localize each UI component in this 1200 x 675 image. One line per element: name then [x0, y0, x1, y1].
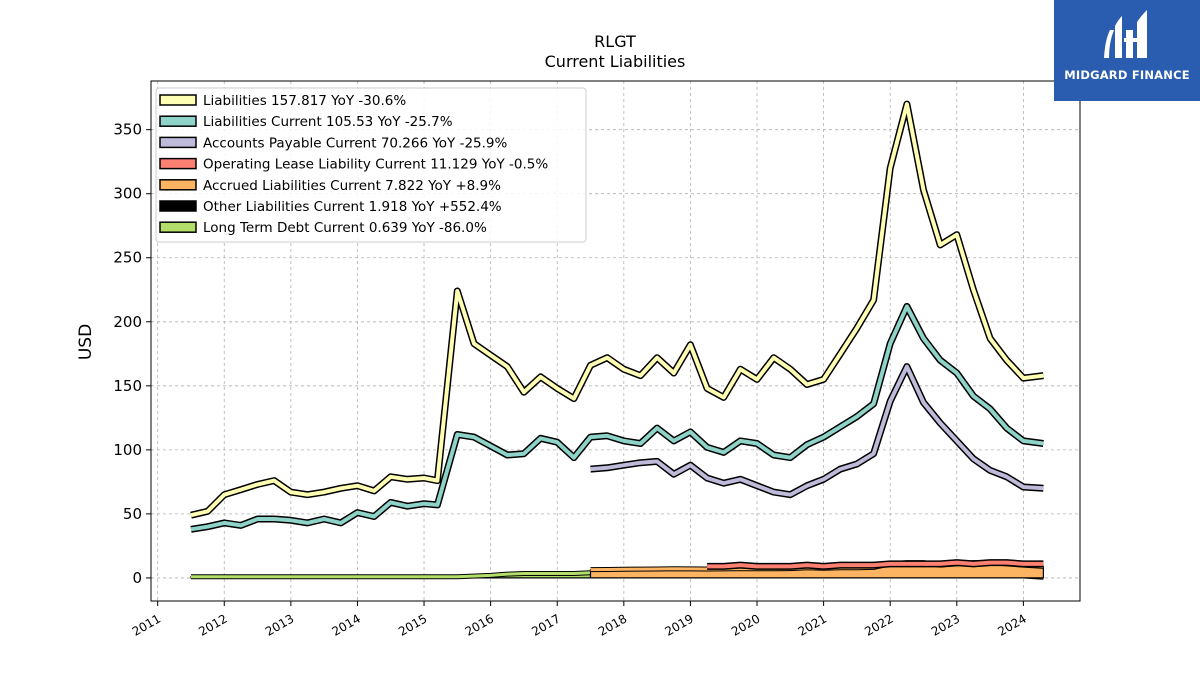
x-tick-label: 2011: [130, 611, 163, 638]
y-tick-label: 100: [113, 441, 142, 459]
y-tick-label: 0: [132, 569, 142, 587]
x-tick-label: 2021: [796, 611, 829, 638]
y-tick-label: 50: [123, 505, 142, 523]
x-tick-label: 2016: [463, 611, 496, 638]
y-axis: 0 50 100 150 200 250 300 350: [113, 121, 151, 587]
legend-label: Liabilities 157.817 YoY -30.6%: [203, 93, 406, 109]
legend-swatch: [159, 94, 197, 106]
legend-label: Long Term Debt Current 0.639 YoY -86.0%: [203, 220, 487, 236]
legend-label: Accounts Payable Current 70.266 YoY -25.…: [203, 135, 508, 151]
x-tick-label: 2020: [729, 611, 762, 638]
y-tick-label: 250: [113, 249, 142, 267]
chart-title: RLGT: [594, 32, 636, 51]
legend-swatch: [159, 221, 197, 233]
x-tick-label: 2015: [396, 611, 429, 638]
x-axis: 2011 2012 2013 2014 2015 2016 2017 2018 2019 2020…: [130, 601, 1029, 639]
plot-area: [190, 100, 1044, 580]
series-line: [590, 364, 1044, 497]
legend-label: Operating Lease Liability Current 11.129…: [203, 157, 548, 173]
x-tick-label: 2013: [263, 611, 296, 638]
x-tick-label: 2017: [529, 611, 562, 638]
x-tick-label: 2019: [662, 611, 695, 638]
x-tick-label: 2023: [929, 611, 962, 638]
brand-logo: MIDGARD FINANCE: [1054, 0, 1200, 101]
x-tick-label: 2018: [596, 611, 629, 638]
legend-label: Liabilities Current 105.53 YoY -25.7%: [203, 114, 453, 130]
x-tick-label: 2022: [862, 611, 895, 638]
legend-label: Accrued Liabilities Current 7.822 YoY +8…: [203, 178, 501, 194]
y-tick-label: 200: [113, 313, 142, 331]
brand-name: MIDGARD FINANCE: [1064, 68, 1190, 82]
legend-swatch: [159, 115, 197, 127]
legend-label: Other Liabilities Current 1.918 YoY +552…: [203, 199, 502, 215]
legend: Liabilities 157.817 YoY -30.6% Liabilitie…: [155, 87, 587, 243]
series-line: [190, 102, 1044, 518]
x-tick-label: 2024: [995, 611, 1028, 638]
series-line: [707, 560, 1044, 569]
series-line: [190, 304, 1044, 532]
y-tick-label: 350: [113, 121, 142, 139]
x-tick-label: 2014: [329, 611, 362, 638]
y-tick-label: 300: [113, 185, 142, 203]
y-tick-label: 150: [113, 377, 142, 395]
legend-swatch: [159, 136, 197, 149]
legend-swatch: [159, 200, 197, 212]
y-axis-label: USD: [76, 324, 96, 360]
legend-swatch: [159, 157, 197, 170]
plot-frame: [150, 80, 1081, 602]
midgard-logo-icon: [1104, 10, 1147, 58]
chart-subtitle: Current Liabilities: [545, 52, 686, 71]
x-tick-label: 2012: [196, 611, 229, 638]
legend-swatch: [159, 179, 197, 191]
legend-box: [155, 87, 587, 243]
